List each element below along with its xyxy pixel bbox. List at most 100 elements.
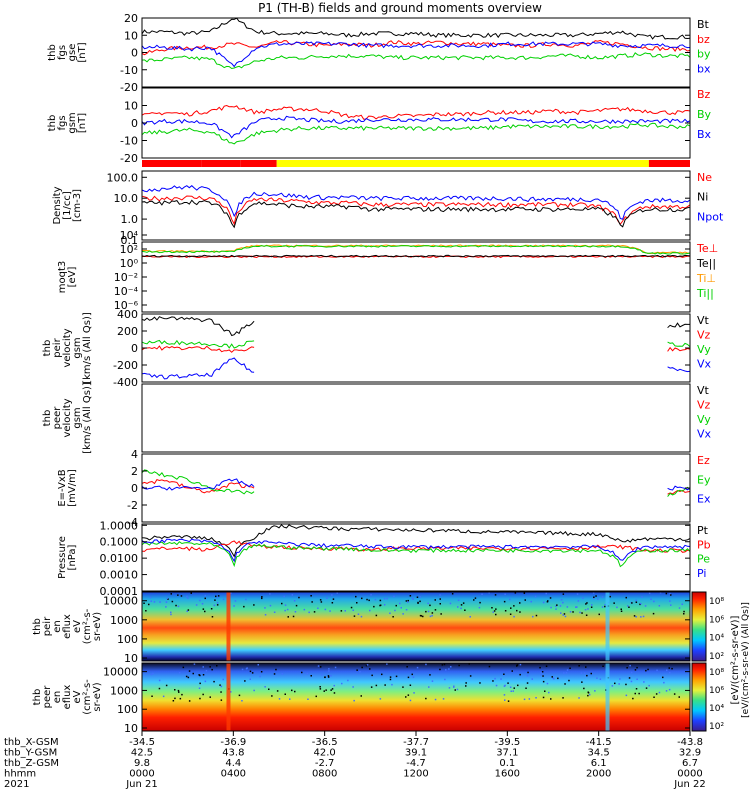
legend-fgs-gse-bz: bz [697,33,710,46]
peir-spectrogram-pixel [171,600,174,603]
peir-spectrogram-pixel [495,613,497,616]
peer-spectrogram-pixel [327,676,330,678]
peir-spectrogram-pixel [392,616,394,618]
peer-spectrogram-pixel [319,666,322,668]
fgs-gsm-tick-label: -10 [120,135,138,148]
peer-spectrogram-pixel [319,688,322,690]
peir-spectrogram-pixel [416,596,419,598]
peir-spectrogram-pixel [245,598,247,601]
peir-spectrogram-pixel [670,604,672,606]
peir-velocity-line-Vz [141,345,691,353]
peir-spectrogram-pixel [601,606,604,608]
peer-spectrogram-pixel [174,697,176,700]
peir-spectrogram-pixel [635,616,637,618]
peer-velocity-ylabel: thb [42,410,53,427]
peir-spectrogram-pixel [504,610,507,612]
peer-spectrogram-pixel [662,676,664,679]
peer-spectrogram-pixel [330,675,332,677]
peer-spectrogram-pixel [507,682,509,684]
peir-spectrogram-pixel [425,610,427,613]
peir-spectrogram-pixel [234,600,237,602]
peer-spectrogram-pixel [504,699,506,701]
e-field-ylabel: [mV/m] [67,469,78,507]
peir-spectrogram-pixel [627,605,629,607]
peer-spectrogram-pixel [546,682,549,685]
temperature-line-Ti⊥ [142,244,691,255]
peer-spectrogram-pixel [319,686,321,688]
peer-spectrogram-pixel [678,696,680,698]
peer-spectrogram-pixel [629,664,631,667]
peer-spectrogram-pixel [535,697,537,699]
peir-spectrogram-pixel [331,594,333,596]
peer-spectrogram-pixel [202,693,204,696]
e-field-line-Ex [141,478,691,491]
peir-spectrogram-pixel [336,592,338,594]
peir-spectrogram-pixel [585,614,588,616]
pressure-line-Pi [141,538,691,563]
peir-spectrogram-pixel [417,601,419,604]
peir-spectrogram-pixel [577,600,580,602]
peer-spectrogram-pixel [209,666,211,668]
peir-spectrogram-pixel [683,610,685,613]
peer-spectrogram-pixel [386,663,388,665]
mode-segment [201,160,211,167]
peir-spectrogram-ylabel: eV [72,620,83,633]
peer-spectrogram-pixel [405,696,407,698]
peer-spectrogram-pixel [526,682,529,684]
peir-spectrogram-pixel [593,597,595,600]
peir-spectrogram-pixel [524,599,526,601]
colorbar-tick-label: 10⁴ [709,704,724,714]
peer-spectrogram-pixel [251,672,254,674]
legend-peer-velocity-Vy: Vy [697,413,711,426]
peer-velocity-frame [141,383,691,453]
peir-spectrogram-pixel [313,611,316,613]
peer-spectrogram-pixel [526,674,529,677]
peer-spectrogram-pixel [331,688,334,690]
colorbar-tick-label: 10⁶ [709,686,724,696]
pressure-tick-label: 1.0000 [100,519,139,532]
peir-spectrogram-pixel [216,602,219,604]
peer-spectrogram-pixel [453,686,455,688]
peer-spectrogram-pixel [150,673,153,676]
peer-spectrogram-pixel [249,678,251,680]
peer-spectrogram-pixel [587,694,589,697]
peer-spectrogram-pixel [268,688,270,690]
peer-spectrogram-pixel [407,694,410,696]
peer-spectrogram-pixel [618,683,620,685]
peir-spectrogram-pixel [620,610,623,612]
peir-spectrogram-pixel [576,593,579,595]
peer-spectrogram-pixel [488,665,491,668]
peir-spectrogram-pixel [412,598,414,600]
fgs-gse-tick-label: 10 [124,29,138,42]
peer-spectrogram-pixel [306,672,309,675]
xaxis-value: 2000 [586,769,611,780]
peer-spectrogram-pixel [289,698,291,700]
peir-spectrogram-pixel [202,608,205,610]
peer-spectrogram-pixel [202,674,205,676]
peer-spectrogram-image [142,663,690,731]
peer-spectrogram-pixel [178,691,180,693]
legend-fgs-gsm-Bx: Bx [697,128,712,141]
peir-spectrogram-pixel [405,600,408,602]
peer-spectrogram-pixel [172,700,175,702]
xaxis-value: -36.9 [220,737,246,748]
peir-spectrogram-pixel [648,592,651,595]
peer-spectrogram-pixel [275,668,277,671]
peer-spectrogram-pixel [434,698,437,701]
fgs-gsm-ylabel: fgs [57,115,68,130]
peir-spectrogram-pixel [269,604,272,607]
peer-spectrogram-pixel [202,666,204,668]
peir-spectrogram-pixel [640,616,642,618]
peir-spectrogram-pixel [145,610,147,612]
peir-spectrogram-pixel [640,602,642,605]
e-field-tick-label: -4 [127,516,138,529]
temperature-line-Ti|| [141,244,691,255]
peir-spectrogram-pixel [604,605,606,608]
xaxis-value: 34.5 [588,748,610,759]
peir-spectrogram-ylabel: sr-eV) [92,612,103,641]
peir-spectrogram-pixel [326,597,328,599]
peir-spectrogram-pixel [555,605,557,607]
legend-e-field-Ez: Ez [697,454,710,467]
peir-spectrogram-pixel [566,606,569,608]
